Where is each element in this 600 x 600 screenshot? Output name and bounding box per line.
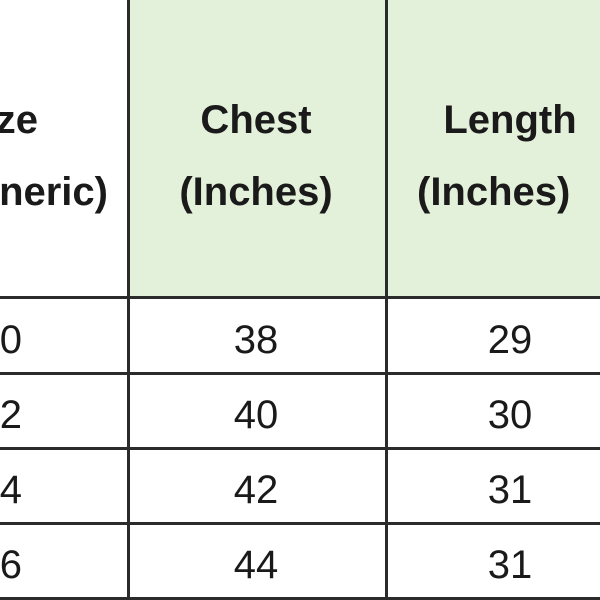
cell-chest: 44	[233, 543, 279, 587]
cell-chest: 38	[233, 318, 279, 362]
cell-chest: 40	[233, 393, 279, 437]
column-divider	[127, 0, 130, 600]
row-divider	[0, 597, 600, 600]
cell-size: 4	[0, 468, 22, 512]
cell-length: 31	[487, 468, 533, 512]
header-chest-line1: Chest	[200, 98, 312, 142]
cell-length: 29	[487, 318, 533, 362]
row-divider	[0, 522, 600, 525]
header-bg-chest	[130, 0, 385, 297]
header-chest-line2: (Inches)	[179, 170, 333, 214]
cell-chest: 42	[233, 468, 279, 512]
cell-size: 0	[0, 318, 22, 362]
row-divider	[0, 447, 600, 450]
cell-size: 2	[0, 393, 22, 437]
header-size-line2: neric)	[0, 170, 108, 214]
cell-length: 31	[487, 543, 533, 587]
header-length-line2: (Inches)	[417, 170, 571, 214]
cell-length: 30	[487, 393, 533, 437]
header-bg-length	[388, 0, 600, 297]
row-divider	[0, 372, 600, 375]
header-length-line1: Length	[443, 98, 577, 142]
cell-size: 6	[0, 543, 22, 587]
column-divider	[385, 0, 388, 600]
row-divider	[0, 296, 600, 299]
header-size-line1: ze	[0, 98, 38, 142]
